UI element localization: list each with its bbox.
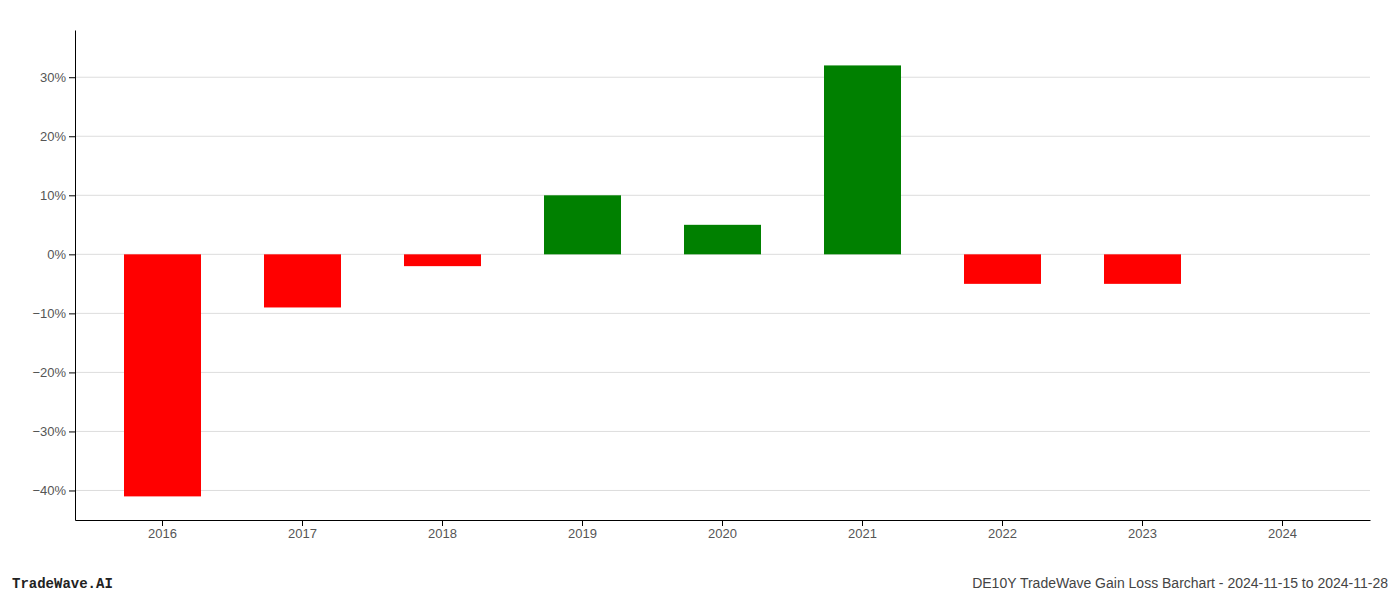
y-tick-label: −20% — [32, 365, 66, 380]
x-tick: 2024 — [1268, 520, 1297, 541]
x-tick-label: 2017 — [288, 526, 317, 541]
x-tick-label: 2022 — [988, 526, 1017, 541]
y-tick: 10% — [40, 188, 75, 203]
title: DE10Y TradeWave Gain Loss Barchart - 202… — [972, 575, 1388, 591]
grid-line — [75, 136, 1370, 137]
y-tick-label: −40% — [32, 483, 66, 498]
bar — [684, 225, 761, 255]
grid — [75, 77, 1370, 490]
grid-line — [75, 490, 1370, 491]
x-tick-mark — [582, 520, 583, 526]
plot: −40%−30%−20%−10%0%10%20%30%2016201720182… — [32, 31, 1370, 542]
y-tick: −10% — [32, 306, 75, 321]
bar — [1104, 254, 1181, 284]
bar — [544, 195, 621, 254]
x-tick: 2023 — [1128, 520, 1157, 541]
x-tick: 2019 — [568, 520, 597, 541]
grid-line — [75, 313, 1370, 314]
y-tick-mark — [69, 195, 75, 196]
x-tick-mark — [1002, 520, 1003, 526]
x-tick: 2016 — [148, 520, 177, 541]
grid-line — [75, 372, 1370, 373]
x-tick-label: 2021 — [848, 526, 877, 541]
y-axis: −40% −30% −20% −10% 0% 10% 20% 30% — [32, 31, 75, 521]
y-tick-mark — [69, 431, 75, 432]
y-tick-label: −30% — [32, 424, 66, 439]
y-tick: 30% — [40, 70, 75, 85]
x-tick-label: 2016 — [148, 526, 177, 541]
x-tick-mark — [722, 520, 723, 526]
y-tick-label: 10% — [40, 188, 66, 203]
x-tick-label: 2023 — [1128, 526, 1157, 541]
y-tick-label: 30% — [40, 70, 66, 85]
y-tick: −20% — [32, 365, 75, 380]
bar — [824, 65, 901, 254]
x-tick: 2017 — [288, 520, 317, 541]
y-tick-mark — [69, 372, 75, 373]
x-tick-mark — [1142, 520, 1143, 526]
y-tick-mark — [69, 77, 75, 78]
bar — [964, 254, 1041, 284]
y-tick-mark — [69, 490, 75, 491]
x-tick: 2020 — [708, 520, 737, 541]
x-tick: 2018 — [428, 520, 457, 541]
grid-line — [75, 195, 1370, 196]
y-tick-label: 0% — [47, 247, 66, 262]
bar — [1244, 254, 1321, 255]
y-axis-line — [75, 31, 76, 521]
bar — [264, 254, 341, 307]
bar — [124, 254, 201, 496]
x-tick-mark — [1282, 520, 1283, 526]
y-tick-mark — [69, 136, 75, 137]
watermark: TradeWave.AI — [12, 576, 113, 592]
x-tick: 2021 — [848, 520, 877, 541]
grid-line — [75, 77, 1370, 78]
bars — [124, 65, 1181, 496]
x-tick-label: 2019 — [568, 526, 597, 541]
x-tick-mark — [302, 520, 303, 526]
bar — [404, 254, 481, 266]
x-tick-mark — [442, 520, 443, 526]
y-tick-label: −10% — [32, 306, 66, 321]
grid-line — [75, 431, 1370, 432]
y-tick: −40% — [32, 483, 75, 498]
y-tick: −30% — [32, 424, 75, 439]
x-tick-label: 2020 — [708, 526, 737, 541]
x-tick-mark — [162, 520, 163, 526]
y-tick: 20% — [40, 129, 75, 144]
y-tick-label: 20% — [40, 129, 66, 144]
x-tick: 2022 — [988, 520, 1017, 541]
x-axis: 2016 2017 2018 2019 2020 2021 2022 2023 2024 — [76, 520, 1371, 541]
y-tick-mark — [69, 313, 75, 314]
x-tick-label: 2018 — [428, 526, 457, 541]
y-tick-mark — [69, 254, 75, 255]
chart: −40%−30%−20%−10%0%10%20%30%2016201720182… — [0, 0, 1400, 600]
x-tick-label: 2024 — [1268, 526, 1297, 541]
x-tick-mark — [862, 520, 863, 526]
y-tick: 0% — [47, 247, 75, 262]
